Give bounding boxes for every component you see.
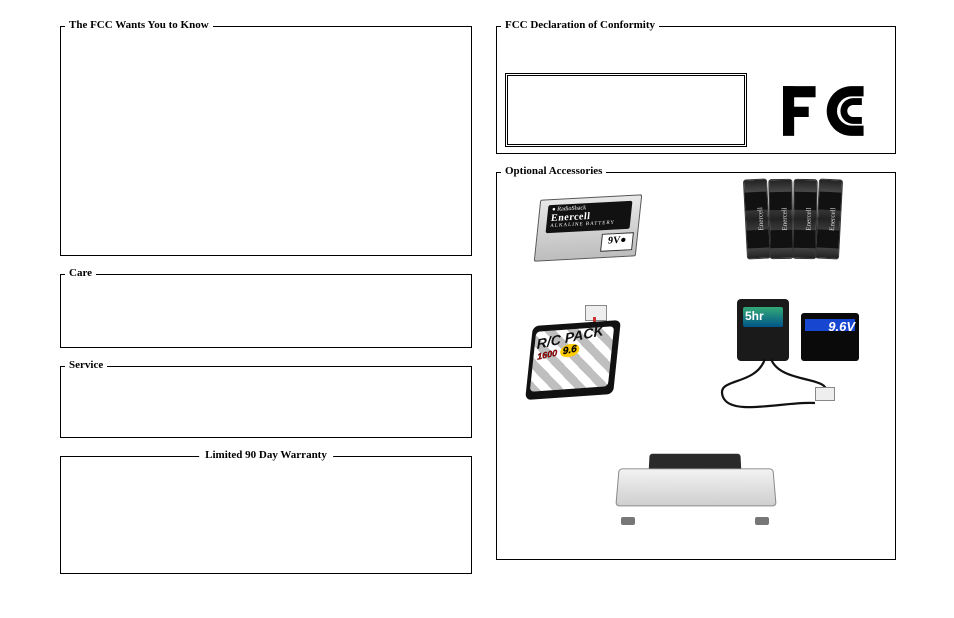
left-column: The FCC Wants You to Know Care Service L… (60, 26, 472, 592)
accessory-rc-battery-pack: R/C PACK1600 9.6 (523, 303, 633, 407)
battery-pack-9-6v: 9.6V (801, 313, 859, 361)
section-care: Care (60, 274, 472, 348)
cell-label: Enercell (828, 207, 837, 231)
conformity-statement-box (505, 73, 747, 147)
section-title: FCC Declaration of Conformity (501, 19, 659, 31)
connector-icon (815, 387, 835, 401)
connector-icon (585, 305, 607, 321)
wall-adapter: 5hr (737, 299, 789, 361)
dock-base (615, 468, 776, 506)
aa-cell: Enercell (743, 178, 771, 259)
right-column: FCC Declaration of Conformity (496, 26, 896, 578)
voltage-badge: 9V● (600, 232, 634, 252)
aa-cell: Enercell (815, 178, 843, 259)
accessory-charging-dock (607, 445, 783, 531)
cell-band (770, 230, 792, 248)
section-service: Service (60, 366, 472, 438)
section-warranty: Limited 90 Day Warranty (60, 456, 472, 574)
dock-foot (755, 517, 769, 525)
section-fcc-conformity: FCC Declaration of Conformity (496, 26, 896, 154)
cell-label: Enercell (804, 207, 812, 230)
battery-label: ● RadioShackEnercellALKALINE BATTERY (546, 201, 633, 233)
section-title: Service (65, 359, 107, 371)
aa-cell: Enercell (792, 179, 817, 259)
cell-band (747, 229, 770, 248)
section-title: Limited 90 Day Warranty (199, 449, 333, 461)
section-optional-accessories: Optional Accessories ● RadioShackEnercel… (496, 172, 896, 560)
cell-band (816, 229, 839, 248)
fcc-logo-icon (777, 81, 885, 141)
aa-cell: Enercell (768, 179, 793, 259)
accessory-charger-and-pack: 5hr 9.6V (697, 299, 867, 429)
cell-label: Enercell (756, 207, 765, 231)
page: The FCC Wants You to Know Care Service L… (0, 0, 954, 618)
power-cord-icon (705, 357, 845, 413)
cell-band (793, 230, 815, 248)
section-title: Care (65, 267, 96, 279)
accessory-9v-battery: ● RadioShackEnercellALKALINE BATTERY9V● (527, 187, 647, 265)
accessory-aa-batteries: Enercell Enercell Enercell Enercell (745, 179, 855, 265)
dock-foot (621, 517, 635, 525)
accessories-area: ● RadioShackEnercellALKALINE BATTERY9V● E… (497, 173, 895, 535)
pack-voltage-label: 9.6V (828, 319, 855, 334)
cell-label: Enercell (780, 207, 788, 230)
section-title: The FCC Wants You to Know (65, 19, 213, 31)
section-fcc-wants-you-to-know: The FCC Wants You to Know (60, 26, 472, 256)
